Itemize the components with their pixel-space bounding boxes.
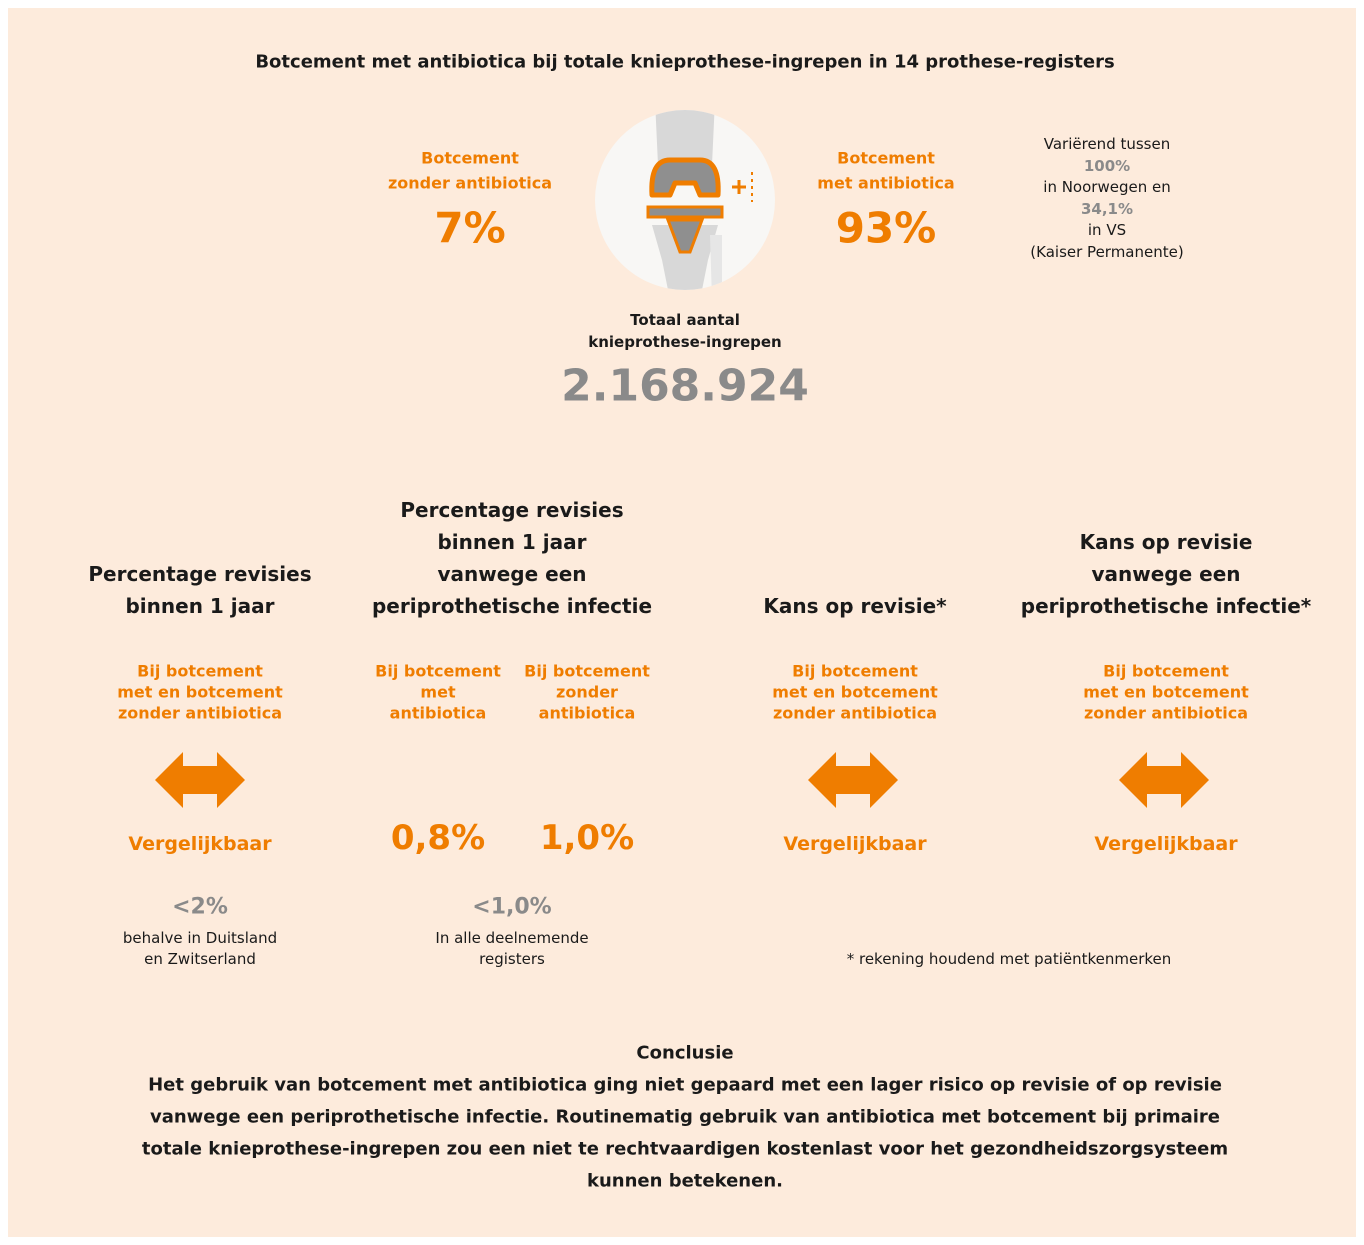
column-subtitle: zonder <box>556 683 618 702</box>
conclusion-text: vanwege een periprothetische infectie. R… <box>150 1107 1220 1128</box>
comparable-arrows <box>155 752 1209 808</box>
panel-title: periprothetische infectie <box>372 594 652 618</box>
main-title: Botcement met antibiotica bij totale kni… <box>255 52 1114 73</box>
stat-note: en Zwitserland <box>144 950 256 968</box>
column-subtitle: Bij botcement <box>524 662 650 681</box>
share-value: 93% <box>836 204 937 253</box>
panel-subtitle: met en botcement <box>772 683 938 702</box>
panel-subtitle: Bij botcement <box>137 662 263 681</box>
column-value: 1,0% <box>540 818 634 858</box>
column-value: 0,8% <box>391 818 485 858</box>
panel-subtitle: zonder antibiotica <box>1084 704 1248 723</box>
share-label: met antibiotica <box>817 174 954 193</box>
column-subtitle: met <box>420 683 455 702</box>
panel-title: Percentage revisies <box>88 562 311 586</box>
stat-note: In alle deelnemende <box>435 929 588 947</box>
panel-subtitle: zonder antibiotica <box>773 704 937 723</box>
conclusion-text: kunnen betekenen. <box>587 1171 783 1192</box>
column-subtitle: antibiotica <box>390 704 487 723</box>
panel-subtitle: met en botcement <box>1083 683 1249 702</box>
panel-title: binnen 1 jaar <box>437 530 586 554</box>
share-value: 7% <box>434 204 505 253</box>
panel-title: periprothetische infectie* <box>1021 594 1311 618</box>
panel-subtitle: met en botcement <box>117 683 283 702</box>
panel-title: binnen 1 jaar <box>125 594 274 618</box>
conclusion-text: totale knieprothese-ingrepen zou een nie… <box>142 1139 1228 1160</box>
panel-title: Percentage revisies <box>400 498 623 522</box>
total-value: 2.168.924 <box>561 361 809 412</box>
range-note: 34,1% <box>1081 200 1133 218</box>
page: Botcement met antibiotica bij totale kni… <box>0 0 1364 1245</box>
total-label: Totaal aantal <box>630 311 740 329</box>
conclusion-title: Conclusie <box>636 1043 733 1064</box>
stat-note: registers <box>479 950 545 968</box>
stat-note: behalve in Duitsland <box>123 929 277 947</box>
conclusion-text: Het gebruik van botcement met antibiotic… <box>148 1075 1222 1096</box>
panel-subtitle: zonder antibiotica <box>118 704 282 723</box>
column-subtitle: Bij botcement <box>375 662 501 681</box>
panel-result: Vergelijkbaar <box>783 833 926 855</box>
share-label: Botcement <box>421 149 519 168</box>
panel-result: Vergelijkbaar <box>1094 833 1237 855</box>
total-label: knieprothese-ingrepen <box>588 333 781 351</box>
range-note: 100% <box>1084 157 1130 175</box>
range-note: in Noorwegen en <box>1043 178 1170 196</box>
panel-title: Kans op revisie* <box>763 594 946 618</box>
range-note: Variërend tussen <box>1044 135 1170 153</box>
panel-subtitle: Bij botcement <box>1103 662 1229 681</box>
range-note: in VS <box>1088 221 1126 239</box>
share-label: zonder antibiotica <box>388 174 552 193</box>
panel-subtitle: Bij botcement <box>792 662 918 681</box>
share-label: Botcement <box>837 149 935 168</box>
panel-result: Vergelijkbaar <box>128 833 271 855</box>
panel-title: Kans op revisie <box>1080 530 1253 554</box>
panel-title: vanwege een <box>1091 562 1240 586</box>
footnote: * rekening houdend met patiëntkenmerken <box>847 950 1172 968</box>
range-note: (Kaiser Permanente) <box>1030 243 1183 261</box>
panel-stat: <2% <box>172 895 228 920</box>
column-subtitle: antibiotica <box>539 704 636 723</box>
panel-title: vanwege een <box>437 562 586 586</box>
panel-stat: <1,0% <box>472 895 551 920</box>
